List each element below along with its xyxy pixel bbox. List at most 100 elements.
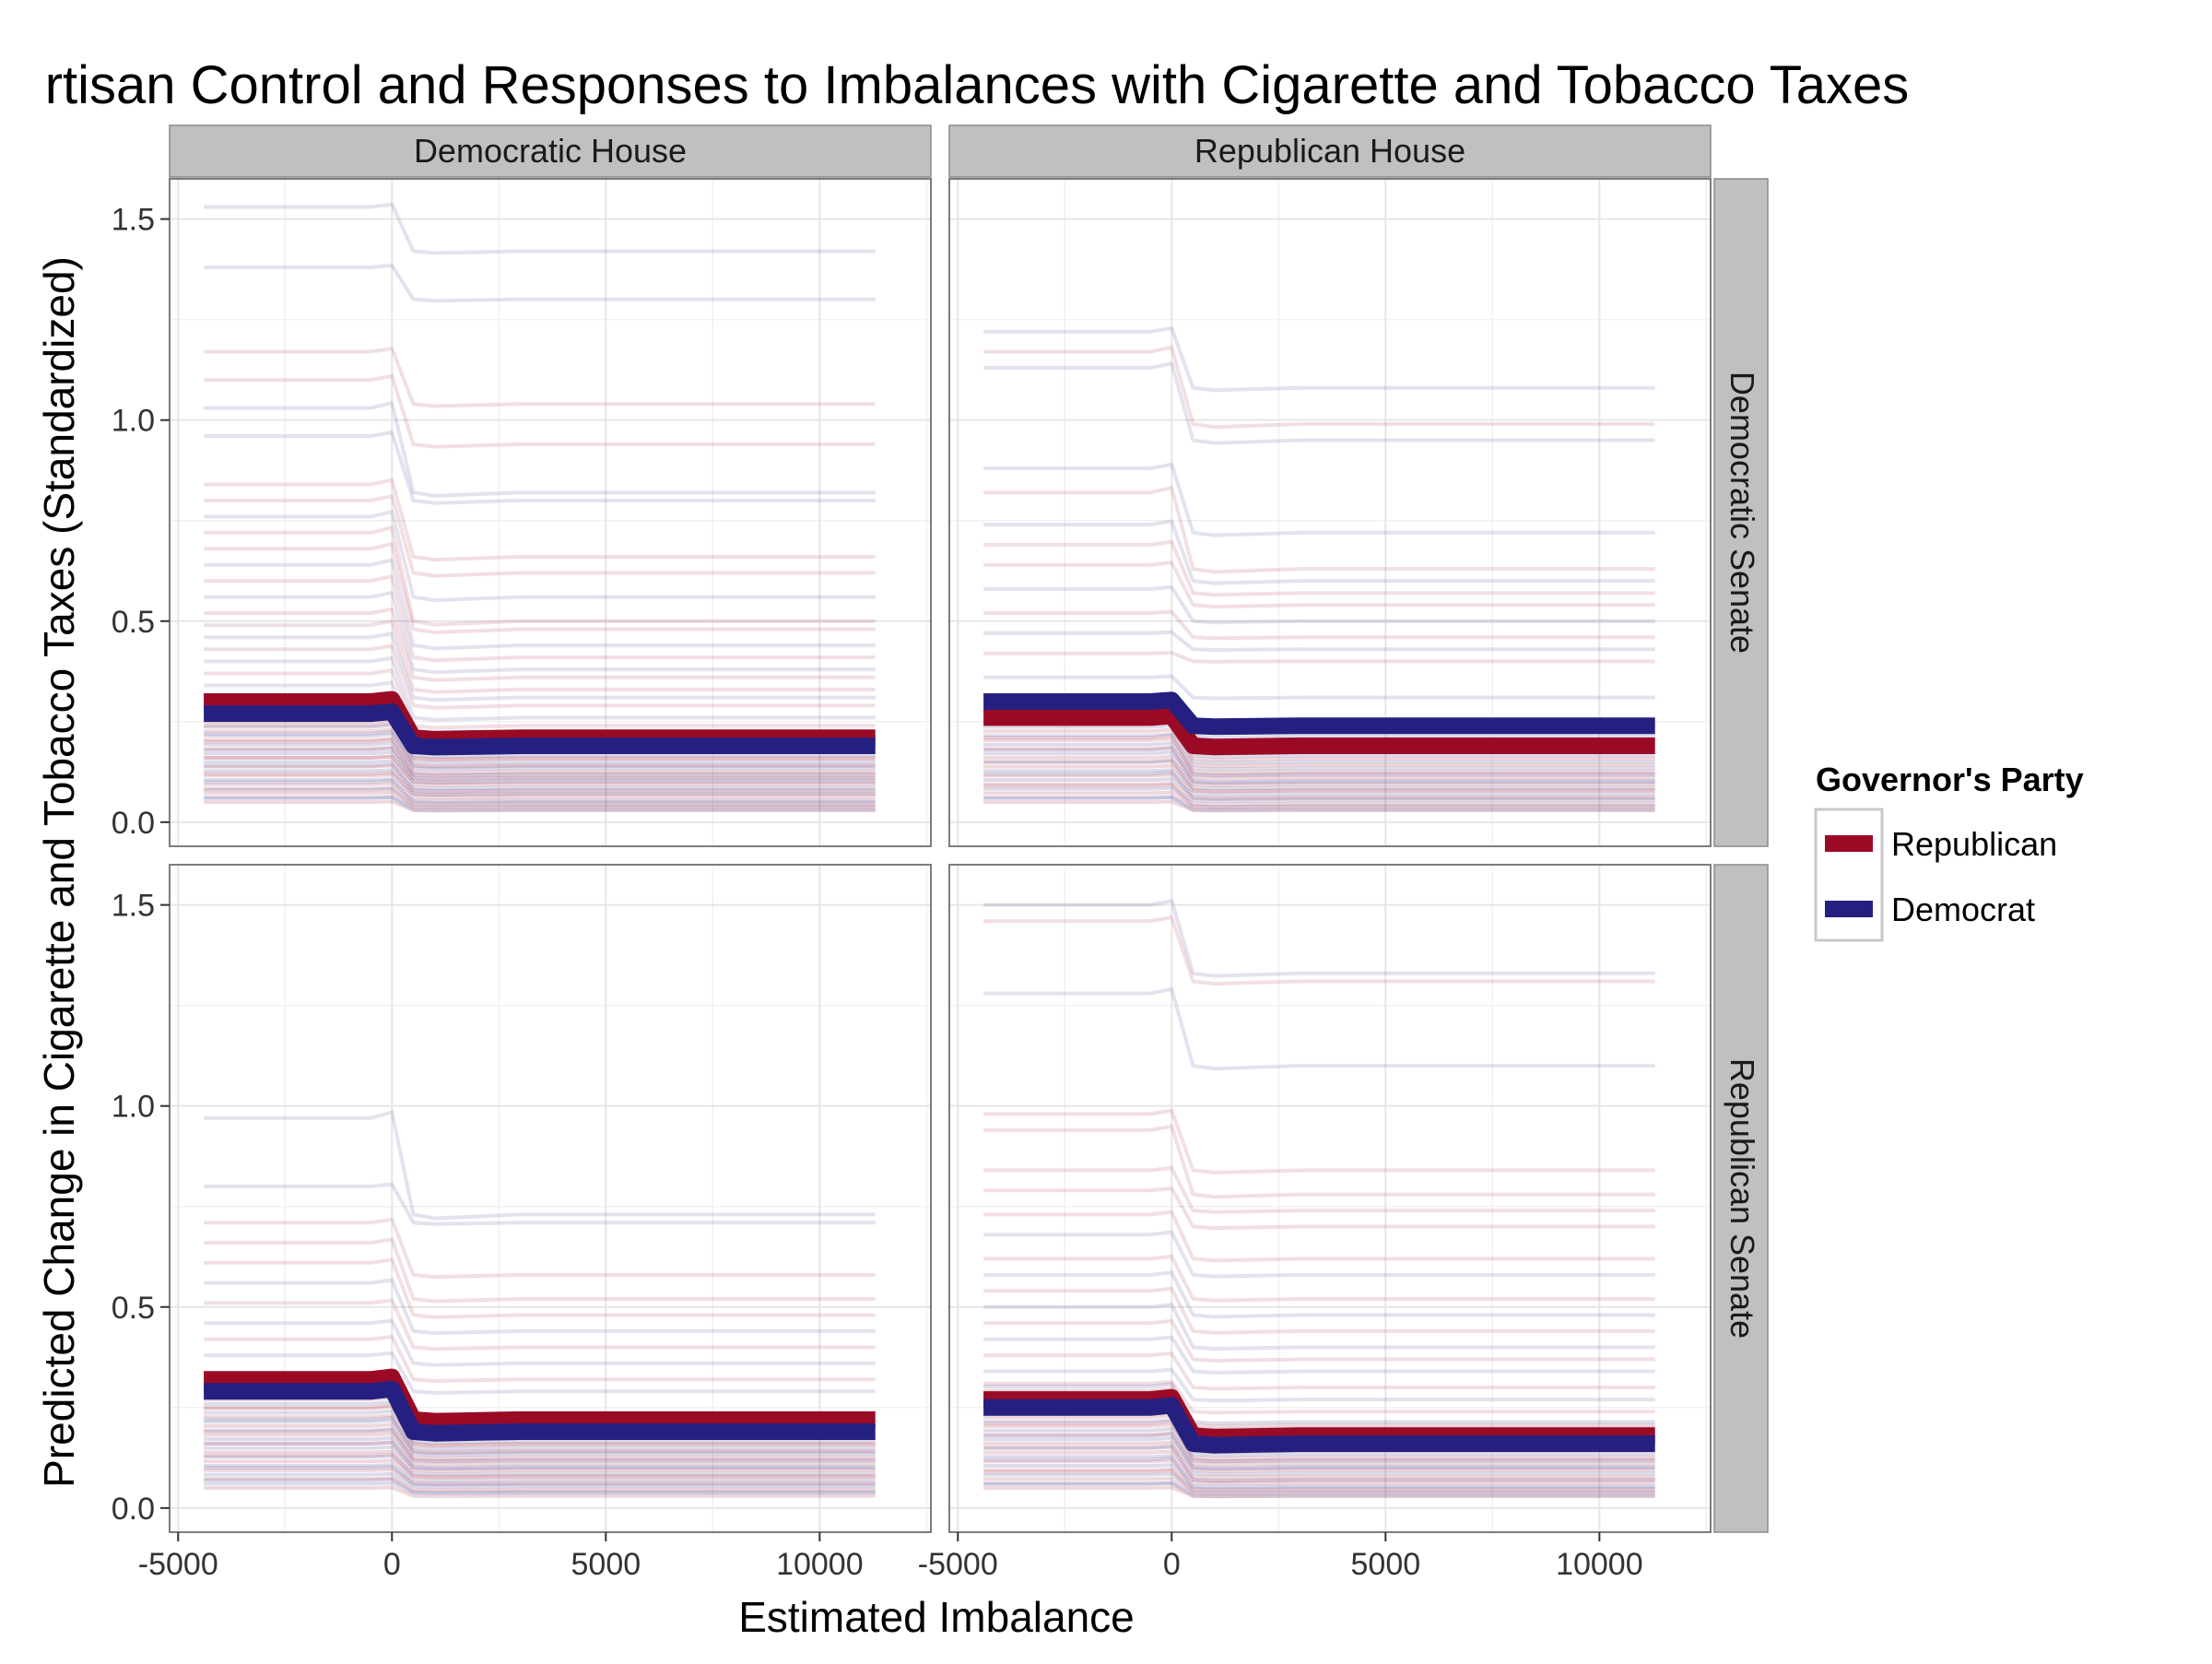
bundle-line-republican-8: [983, 1449, 1655, 1473]
series-line-republican-7: [983, 561, 1655, 609]
series-line-democrat-12: [983, 1303, 1655, 1351]
bundle-line-republican-0: [204, 1485, 876, 1499]
strip-label-democratic-house: Democratic House: [414, 132, 687, 170]
y-tick-label: 1.0: [112, 404, 155, 439]
panel-democratic-house-republican-senate: [169, 864, 932, 1533]
bundle-line-republican-0: [983, 799, 1655, 813]
facet-strips: Democratic House Republican House Democrat…: [169, 124, 1769, 1533]
series-line-republican-18: [983, 1419, 1655, 1464]
bundle-line-democrat-5: [204, 1463, 876, 1482]
series-line-democrat-26: [204, 762, 876, 793]
bundle-line-democrat-15: [204, 732, 876, 765]
series-line-republican-22: [983, 1469, 1655, 1495]
series-line-democrat-23: [983, 1481, 1655, 1499]
bundle-line-democrat-5: [204, 777, 876, 797]
bundle-line-democrat-9: [204, 1445, 876, 1470]
series-line-democrat-22: [204, 729, 876, 770]
series-line-democrat-16: [983, 1367, 1655, 1403]
x-tick-label: 5000: [571, 1547, 641, 1582]
series-line-republican-2: [204, 1217, 876, 1280]
highlight-line-democrat: [204, 703, 876, 756]
bundle-line-republican-4: [983, 782, 1655, 800]
series-line-democrat-9: [204, 1351, 876, 1395]
panel-republican-house-republican-senate: [948, 864, 1712, 1533]
series-line-republican-4: [983, 1124, 1655, 1199]
bundle-line-republican-8: [204, 763, 876, 787]
chart-title: rtisan Control and Responses to Imbalanc…: [45, 55, 1910, 115]
series-line-republican-15: [204, 619, 876, 694]
series-line-democrat-18: [204, 655, 876, 722]
x-tick-label: -5000: [918, 1547, 998, 1582]
bundle-line-democrat-13: [983, 741, 1655, 772]
series-line-republican-3: [204, 1237, 876, 1304]
series-line-republican-3: [204, 373, 876, 449]
series-line-democrat-28: [204, 778, 876, 805]
legend-key-box: [1814, 808, 1884, 942]
series-line-republican-9: [983, 609, 1655, 641]
series-line-democrat-19: [983, 1432, 1655, 1471]
legend-title: Governor's Party: [1816, 761, 2084, 798]
series-line-republican-7: [204, 494, 876, 578]
strip-label-democratic-senate: Democratic Senate: [1724, 372, 1761, 654]
series-line-republican-1: [983, 345, 1655, 430]
bundle-line-democrat-9: [983, 759, 1655, 785]
bundle-line-republican-6: [983, 1458, 1655, 1480]
series-line-republican-13: [983, 1318, 1655, 1363]
series-line-republican-13: [983, 733, 1655, 778]
bundle-line-democrat-7: [204, 1454, 876, 1476]
strip-label-republican-senate: Republican Senate: [1724, 1058, 1761, 1339]
series-line-republican-6: [204, 1298, 876, 1351]
bundle-line-republican-0: [204, 799, 876, 813]
bundle-line-republican-10: [983, 754, 1655, 781]
series-line-republican-11: [983, 651, 1655, 664]
strip-republican-house: [948, 124, 1712, 178]
bundle-line-republican-6: [204, 773, 876, 794]
series-line-republican-27: [204, 771, 876, 797]
bundle-line-democrat-11: [983, 749, 1655, 778]
series-line-democrat-10: [983, 630, 1655, 652]
bundle-line-democrat-9: [204, 759, 876, 785]
legend-swatch-republican: [1825, 835, 1873, 852]
legend-label-democrat: Democrat: [1891, 891, 2035, 928]
series-line-democrat-3: [983, 462, 1655, 537]
series-line-republican-3: [983, 1108, 1655, 1174]
series-line-republican-14: [204, 1452, 876, 1479]
bundle-line-republican-4: [983, 1468, 1655, 1486]
panel-border: [169, 178, 932, 847]
bundle-line-democrat-23: [983, 1382, 1655, 1425]
series-line-republican-6: [204, 478, 876, 562]
bundle-line-democrat-7: [204, 768, 876, 790]
series-line-republican-4: [204, 1257, 876, 1319]
series-line-democrat-0: [983, 899, 1655, 978]
series-line-republican-19: [204, 668, 876, 730]
bundle-line-republican-16: [204, 727, 876, 762]
x-tick-label: 0: [1163, 1547, 1181, 1582]
series-line-democrat-7: [204, 1318, 876, 1367]
x-tick-label: -5000: [138, 1547, 218, 1582]
series-line-democrat-21: [983, 1456, 1655, 1492]
bundle-line-democrat-11: [204, 749, 876, 778]
bundle-line-republican-16: [204, 1413, 876, 1448]
panel-border: [948, 178, 1712, 847]
series-line-republican-14: [204, 607, 876, 682]
bundle-line-democrat-15: [204, 1418, 876, 1451]
strip-republican-senate: [1713, 864, 1769, 1533]
bundle-line-democrat-11: [204, 1435, 876, 1464]
series-line-democrat-11: [204, 558, 876, 651]
legend: Governor's Party Republican Democrat: [1814, 761, 2084, 942]
highlight-line-republican: [204, 1368, 876, 1430]
bundle-line-republican-6: [204, 1458, 876, 1480]
x-tick-label: 10000: [1556, 1547, 1643, 1582]
bundle-line-republican-2: [204, 1476, 876, 1493]
series-line-democrat-16: [204, 1477, 876, 1494]
series-line-republican-1: [983, 915, 1655, 986]
bundle-line-democrat-1: [983, 1481, 1655, 1495]
bundle-line-republican-10: [204, 754, 876, 781]
series-line-democrat-30: [204, 795, 876, 813]
series-line-democrat-15: [204, 1465, 876, 1487]
series-line-democrat-14: [983, 1335, 1655, 1375]
bundle-line-republican-12: [204, 746, 876, 774]
series-line-democrat-18: [983, 795, 1655, 813]
series-line-republican-23: [204, 738, 876, 777]
series-line-democrat-8: [983, 584, 1655, 625]
